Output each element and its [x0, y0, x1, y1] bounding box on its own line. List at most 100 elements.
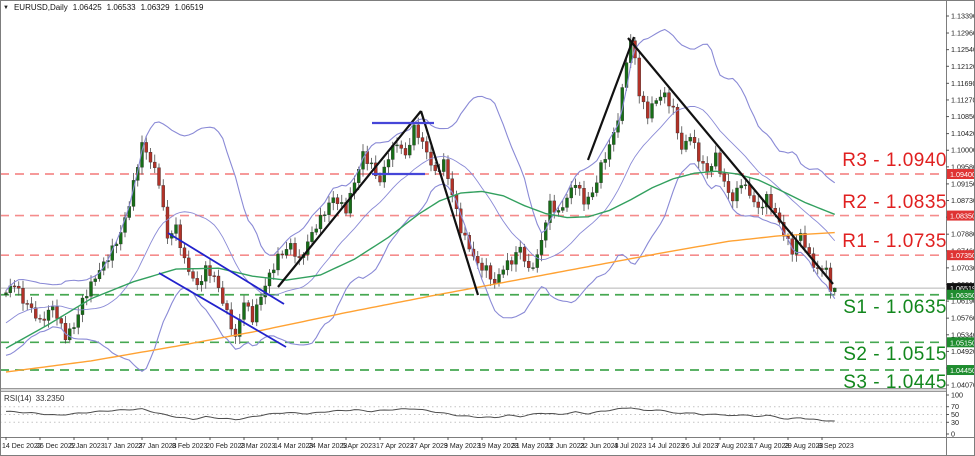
candle-body — [216, 275, 221, 288]
resistance-label-r2[interactable]: R2 - 1.0835 — [842, 191, 947, 213]
candle-body — [221, 287, 225, 304]
candle-body — [497, 274, 501, 284]
ohlc-high: 1.06533 — [106, 3, 136, 12]
date-axis-label: 26 Jul 2023 — [682, 443, 718, 450]
price-tag-value: 1.05150 — [950, 338, 975, 347]
candle-body — [93, 278, 97, 282]
rsi-pane[interactable] — [0, 406, 946, 423]
candle-body — [565, 197, 569, 208]
bollinger-upper-line — [5, 28, 836, 291]
candle-body — [595, 182, 599, 193]
date-axis-label: 8 Feb 2023 — [172, 443, 208, 450]
candle-body — [361, 151, 365, 170]
candle-body — [17, 285, 21, 289]
candle-body — [199, 281, 204, 286]
candle-body — [760, 206, 765, 209]
candle-body — [250, 306, 255, 323]
pane-splitter[interactable] — [0, 388, 975, 392]
candle-body — [233, 328, 238, 337]
date-axis-label: 7 Aug 2023 — [716, 443, 752, 450]
candle-body — [425, 141, 429, 153]
candle-body — [688, 137, 692, 142]
candle-body — [697, 142, 701, 162]
date-axis-label: 27 Apr 2023 — [410, 443, 448, 450]
candle-body — [561, 207, 565, 211]
price-axis[interactable]: 1.13390 1.12960 1.12540 1.12120 1.11690 1.112… — [946, 0, 975, 456]
black-trendline[interactable] — [419, 110, 480, 296]
candle-body — [599, 162, 603, 183]
candle-body — [182, 247, 187, 259]
candle-body — [654, 100, 658, 104]
candle-body — [556, 210, 561, 213]
candle-body — [480, 262, 484, 271]
candle-body — [153, 161, 157, 168]
candle-body — [408, 144, 412, 156]
candle-body — [718, 152, 722, 174]
candle-body — [518, 246, 522, 253]
price-axis-label: 1.12960 — [951, 29, 975, 38]
candle-body — [578, 185, 582, 189]
bollinger-lower-line — [5, 163, 836, 372]
date-axis-label: 19 May 2023 — [478, 443, 519, 450]
candle-body — [701, 161, 705, 164]
black-trendline[interactable] — [586, 36, 636, 161]
collapse-ohlc-icon[interactable]: ▼ — [3, 4, 9, 11]
candle-body — [314, 228, 318, 233]
blue-channel-line[interactable] — [167, 232, 285, 305]
candle-body — [42, 318, 46, 321]
date-axis-label: 26 Dec 2022 — [36, 443, 76, 450]
candle-body — [403, 148, 408, 156]
black-trendline[interactable] — [277, 110, 422, 288]
resistance-label-r1[interactable]: R1 - 1.0735 — [842, 231, 947, 253]
price-tag-value: 1.04450 — [950, 366, 975, 375]
candle-body — [824, 267, 828, 270]
support-label-s1[interactable]: S1 - 1.0635 — [843, 296, 947, 318]
candle-body — [667, 92, 671, 107]
candle-body — [412, 124, 416, 146]
candle-body — [144, 142, 148, 153]
support-label-s3[interactable]: S3 - 1.0445 — [843, 372, 947, 394]
candle-body — [399, 144, 403, 149]
candle-body — [514, 252, 518, 265]
candle-body — [267, 272, 272, 287]
candle-body — [208, 265, 212, 276]
candle-body — [225, 303, 229, 310]
candle-body — [573, 185, 578, 188]
candle-body — [335, 197, 340, 204]
candle-body — [29, 303, 34, 308]
date-axis-label: 29 Aug 2023 — [784, 443, 823, 450]
rsi-name: RSI(14) — [4, 394, 32, 403]
candle-body — [76, 314, 80, 328]
main-chart-pane[interactable] — [0, 28, 946, 373]
date-axis-label: 4 Jul 2023 — [614, 443, 646, 450]
trendline-annotations[interactable] — [158, 36, 834, 348]
bollinger-bands — [5, 28, 836, 372]
blue-channel-line[interactable] — [158, 272, 287, 348]
black-trendline[interactable] — [627, 37, 834, 285]
candle-body — [157, 167, 161, 186]
price-tag-value: 1.06519 — [950, 284, 975, 293]
support-label-s2[interactable]: S2 - 1.0515 — [843, 344, 947, 366]
candle-body — [803, 232, 807, 248]
candle-body — [327, 202, 331, 215]
candle-body — [433, 164, 437, 171]
date-axis-label: 17 Apr 2023 — [376, 443, 414, 450]
candle-body — [735, 187, 739, 202]
candle-body — [378, 175, 382, 183]
candle-body — [348, 192, 352, 214]
candle-body — [675, 106, 680, 134]
price-tag-support — [947, 337, 974, 348]
candle-body — [119, 232, 123, 245]
candle-body — [276, 253, 280, 271]
candle-body — [68, 328, 72, 341]
price-axis-label: 1.10420 — [951, 129, 975, 138]
resistance-label-r3[interactable]: R3 - 1.0940 — [842, 150, 947, 171]
rsi-value: 33.2350 — [35, 394, 65, 403]
candle-body — [476, 256, 480, 264]
support-resistance-lines[interactable] — [0, 173, 946, 371]
candle-body — [552, 200, 556, 213]
rsi-scale-label: 30 — [951, 418, 959, 427]
